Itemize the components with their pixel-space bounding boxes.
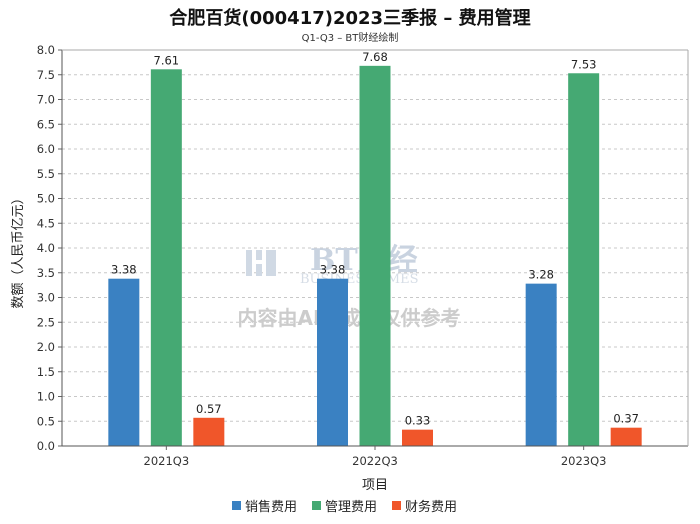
legend-item: 财务费用 — [405, 499, 457, 515]
bar — [359, 65, 391, 446]
bar — [402, 429, 433, 446]
x-axis-label: 项目 — [362, 478, 388, 493]
data-label: 7.53 — [571, 57, 597, 71]
data-label: 7.68 — [362, 50, 388, 64]
watermark-logo-icon — [246, 250, 276, 276]
y-tick-label: 7.5 — [37, 68, 55, 82]
legend: 销售费用 管理费用 财务费用 — [232, 499, 457, 515]
y-tick-label: 3.0 — [37, 291, 55, 305]
bars: 3.38 7.61 0.57 3.38 7.68 0.33 3.28 7.53 0.37 — [108, 50, 642, 447]
y-tick-label: 1.5 — [37, 365, 55, 379]
bar — [568, 73, 600, 446]
data-label: 3.28 — [528, 268, 554, 282]
data-label: 3.38 — [111, 263, 137, 277]
bar — [193, 417, 225, 446]
y-tick-label: 4.5 — [37, 216, 55, 230]
bar — [610, 427, 642, 446]
x-tick-label: 2021Q3 — [144, 454, 190, 468]
data-label: 0.57 — [196, 402, 222, 416]
y-tick-label: 1.0 — [37, 390, 55, 404]
chart-title: 合肥百货(000417)2023三季报 – 费用管理 — [169, 8, 531, 29]
bar — [317, 278, 348, 446]
watermark-disclaimer: 内容由AI生成，仅供参考 — [238, 306, 461, 330]
y-tick-label: 0.5 — [37, 414, 55, 428]
y-tick-label: 5.0 — [37, 192, 55, 206]
legend-item: 管理费用 — [325, 500, 377, 515]
y-tick-label: 2.5 — [37, 315, 55, 329]
bar — [525, 283, 557, 446]
data-label: 7.61 — [154, 53, 180, 67]
y-tick-label: 0.0 — [37, 439, 55, 453]
y-tick-label: 3.5 — [37, 266, 55, 280]
bar — [108, 278, 140, 446]
legend-item: 销售费用 — [245, 499, 297, 515]
legend-swatch — [392, 501, 401, 510]
y-axis-label: 数额（人民币亿元） — [11, 191, 26, 308]
y-tick-label: 6.5 — [37, 117, 55, 131]
y-tick-label: 5.5 — [37, 167, 55, 181]
legend-swatch — [312, 501, 321, 510]
x-tick-label: 2023Q3 — [561, 454, 607, 468]
bar — [150, 69, 182, 447]
legend-swatch — [232, 501, 241, 510]
y-tick-label: 4.0 — [37, 241, 55, 255]
data-label: 0.33 — [405, 414, 431, 428]
y-tick-label: 7.0 — [37, 93, 55, 107]
y-tick-label: 6.0 — [37, 142, 55, 156]
axes: 0.0 0.5 1.0 1.5 2.0 2.5 3.0 3.5 4.0 4.5 5.0 5.5 6.0 6… — [37, 43, 689, 468]
data-label: 0.37 — [613, 412, 639, 426]
y-tick-label: 2.0 — [37, 340, 55, 354]
chart-subtitle: Q1-Q3 – BT财经绘制 — [301, 33, 399, 44]
x-tick-label: 2022Q3 — [352, 454, 398, 468]
y-tick-label: 8.0 — [37, 43, 55, 57]
data-label: 3.38 — [320, 263, 346, 277]
